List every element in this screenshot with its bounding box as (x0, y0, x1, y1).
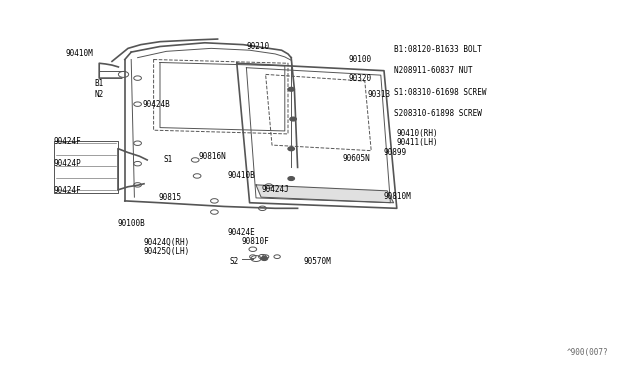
Text: S1:08310-61698 SCREW: S1:08310-61698 SCREW (394, 88, 486, 97)
Text: 90411(LH): 90411(LH) (397, 138, 438, 147)
Text: 90424F: 90424F (53, 137, 81, 146)
Circle shape (261, 257, 268, 260)
Text: 90424Q(RH): 90424Q(RH) (144, 238, 190, 247)
Text: 90100: 90100 (349, 55, 372, 64)
Text: N208911-60837 NUT: N208911-60837 NUT (394, 66, 472, 75)
Text: 90570M: 90570M (304, 257, 332, 266)
Text: 90424F: 90424F (53, 186, 81, 195)
Circle shape (290, 117, 296, 121)
Text: 90899: 90899 (384, 148, 407, 157)
Text: S208310-61898 SCREW: S208310-61898 SCREW (394, 109, 481, 118)
Text: 90424J: 90424J (261, 185, 289, 194)
Circle shape (288, 177, 294, 180)
Text: N2: N2 (95, 90, 104, 99)
Polygon shape (256, 185, 394, 203)
Text: S2: S2 (230, 257, 239, 266)
Text: 90320: 90320 (349, 74, 372, 83)
Text: 90810M: 90810M (384, 192, 412, 201)
Text: 90424E: 90424E (227, 228, 255, 237)
Circle shape (288, 147, 294, 151)
Text: B1:08120-B1633 BOLT: B1:08120-B1633 BOLT (394, 45, 481, 54)
Text: 90424P: 90424P (53, 159, 81, 168)
Text: 90810F: 90810F (242, 237, 269, 246)
Text: 90816N: 90816N (198, 152, 226, 161)
Text: 90313: 90313 (368, 90, 391, 99)
Text: 90100B: 90100B (117, 219, 145, 228)
Text: ^900(007?: ^900(007? (566, 348, 608, 357)
Circle shape (288, 87, 294, 91)
Text: 90410M: 90410M (65, 49, 93, 58)
Text: 90605N: 90605N (342, 154, 370, 163)
Text: 90425Q(LH): 90425Q(LH) (144, 247, 190, 256)
Text: B1: B1 (95, 79, 104, 88)
Text: 90815: 90815 (159, 193, 182, 202)
Text: S1: S1 (164, 155, 173, 164)
Text: 90410(RH): 90410(RH) (397, 129, 438, 138)
Text: 90424B: 90424B (142, 100, 170, 109)
Text: 90210: 90210 (246, 42, 269, 51)
Text: 90410B: 90410B (227, 171, 255, 180)
